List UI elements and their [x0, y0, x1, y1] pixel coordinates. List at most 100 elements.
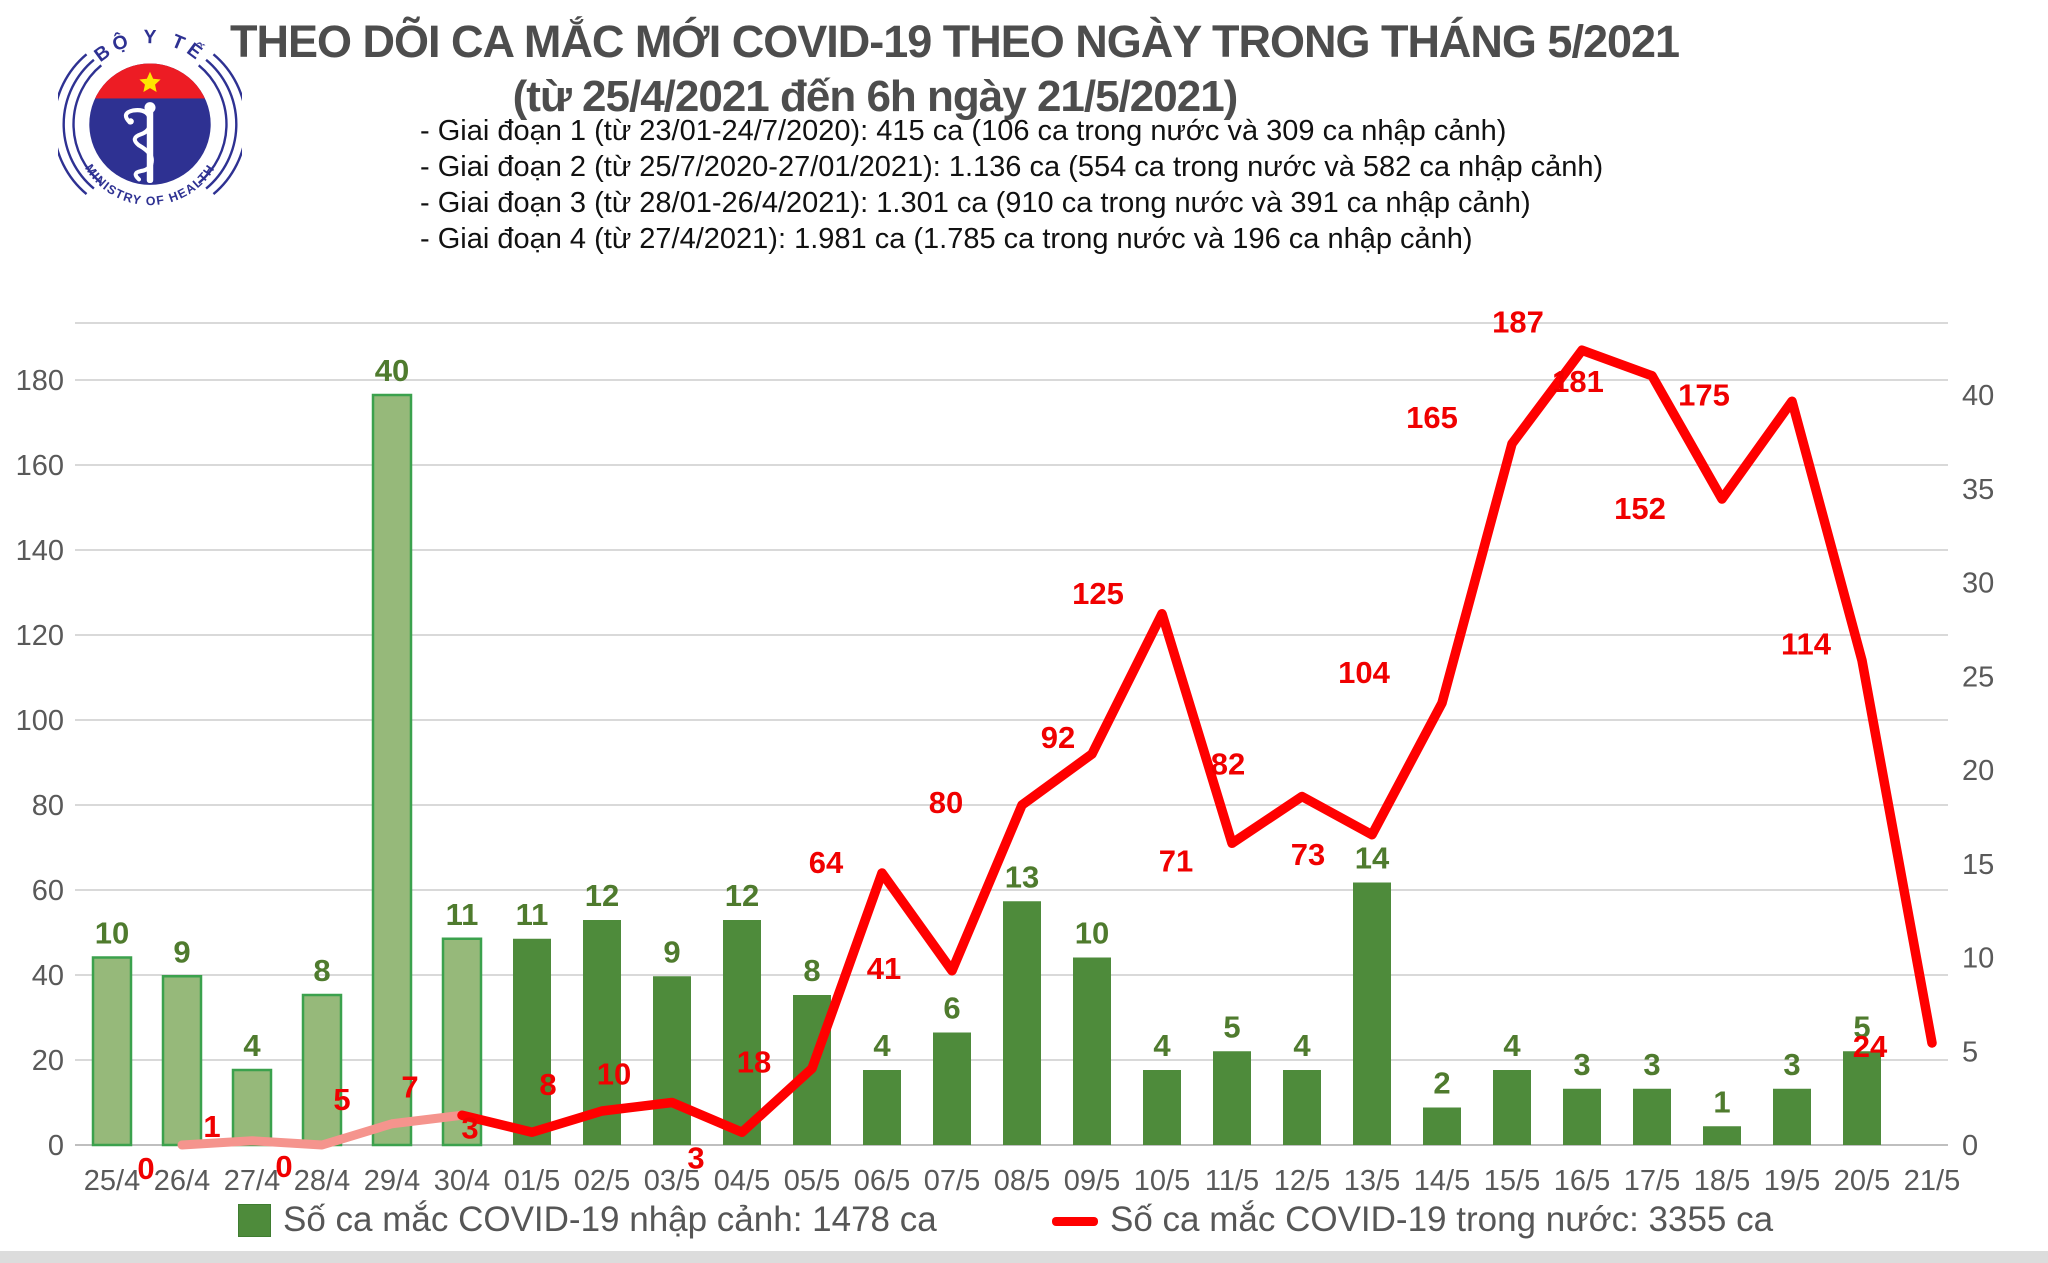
line-value-label: 1 [203, 1109, 220, 1144]
left-axis-tick-label: 20 [32, 1045, 64, 1077]
bar [231, 1068, 273, 1147]
bar-value-label: 10 [95, 916, 129, 951]
phase-note-2: - Giai đoạn 2 (từ 25/7/2020-27/01/2021):… [420, 151, 1604, 183]
x-axis-label: 28/4 [294, 1165, 350, 1197]
line-value-label: 82 [1211, 747, 1245, 782]
x-axis-label: 08/5 [994, 1165, 1050, 1197]
x-axis-label: 26/4 [154, 1165, 210, 1197]
x-axis-label: 16/5 [1554, 1165, 1610, 1197]
bar [1423, 1107, 1461, 1145]
line-value-label: 92 [1041, 720, 1075, 755]
phase-note-3: - Giai đoạn 3 (từ 28/01-26/4/2021): 1.30… [420, 187, 1531, 219]
domestic-line-early-segment [177, 1110, 467, 1150]
line-value-label: 3 [461, 1110, 478, 1145]
line-value-label: 18 [737, 1045, 771, 1080]
line-value-label: 181 [1552, 364, 1604, 399]
x-axis-label: 05/5 [784, 1165, 840, 1197]
bottom-strip [0, 1251, 2048, 1263]
x-axis-label: 02/5 [574, 1165, 630, 1197]
bar-value-label: 4 [1293, 1028, 1311, 1063]
line-value-label: 3 [687, 1140, 704, 1175]
bar-value-label: 4 [873, 1028, 891, 1063]
right-axis-tick-label: 20 [1962, 755, 1994, 787]
bar [1703, 1126, 1741, 1145]
bar [1073, 957, 1111, 1145]
line-value-label: 187 [1492, 304, 1544, 339]
left-axis-tick-label: 160 [16, 450, 64, 482]
left-axis-tick-label: 0 [48, 1130, 64, 1162]
legend-bar-swatch [238, 1203, 271, 1237]
right-axis-tick-label: 25 [1962, 661, 1994, 693]
line-value-label: 5 [333, 1082, 350, 1117]
x-axis-label: 20/5 [1834, 1165, 1890, 1197]
line-value-label: 125 [1072, 576, 1124, 611]
legend-line-swatch [1052, 1216, 1098, 1226]
left-axis-tick-label: 120 [16, 620, 64, 652]
bar [161, 975, 203, 1147]
bar-value-label: 12 [725, 878, 759, 913]
bar [653, 976, 691, 1145]
bar [1493, 1070, 1531, 1145]
line-value-label: 80 [929, 785, 963, 820]
moh-logo-icon: BỘ Y TẾ MINISTRY OF HEALTH [52, 27, 248, 208]
bar [301, 993, 343, 1147]
line-value-label: 152 [1614, 491, 1666, 526]
x-axis-label: 15/5 [1484, 1165, 1540, 1197]
bar-value-label: 10 [1075, 916, 1109, 951]
bar-value-label: 3 [1573, 1047, 1590, 1082]
line-value-label: 0 [275, 1149, 292, 1184]
bar-value-label: 6 [943, 991, 960, 1026]
bar-value-label: 4 [1153, 1028, 1171, 1063]
bar [1563, 1088, 1601, 1145]
line-value-label: 8 [539, 1067, 556, 1102]
bar [1353, 882, 1391, 1145]
left-axis-tick-label: 40 [32, 960, 64, 992]
chart-legend: Số ca mắc COVID-19 nhập cảnh: 1478 ca Số… [0, 1196, 2048, 1248]
right-axis-tick-label: 5 [1962, 1036, 1978, 1068]
right-axis-tick-label: 40 [1962, 380, 1994, 412]
line-value-label: 104 [1338, 655, 1390, 690]
line-value-label: 114 [1781, 627, 1832, 662]
bar [1143, 1070, 1181, 1145]
x-axis-label: 07/5 [924, 1165, 980, 1197]
legend-item-imported: Số ca mắc COVID-19 nhập cảnh: 1478 ca [238, 1200, 937, 1240]
right-axis-tick-label: 0 [1962, 1130, 1978, 1162]
logo-asclepius-icon [123, 102, 156, 184]
phase-note-1: - Giai đoạn 1 (từ 23/01-24/7/2020): 415 … [420, 115, 1507, 147]
x-axis-label: 17/5 [1624, 1165, 1680, 1197]
bar-value-label: 5 [1223, 1009, 1240, 1044]
bar [91, 956, 133, 1147]
left-axis-tick-label: 80 [32, 790, 64, 822]
bar [723, 920, 761, 1145]
x-axis-label: 25/4 [84, 1165, 140, 1197]
right-axis-tick-label: 15 [1962, 849, 1994, 881]
bar-value-label: 3 [1783, 1047, 1800, 1082]
bar [1773, 1088, 1811, 1145]
bar [1213, 1051, 1251, 1145]
x-axis-label: 04/5 [714, 1165, 770, 1197]
bar-value-label: 1 [1713, 1084, 1730, 1119]
x-axis-label: 27/4 [224, 1165, 280, 1197]
bar-value-label: 40 [375, 353, 409, 388]
line-value-label: 41 [867, 951, 901, 986]
bar-value-label: 9 [173, 934, 190, 969]
x-axis-label: 09/5 [1064, 1165, 1120, 1197]
bar [933, 1032, 971, 1145]
bar-value-label: 8 [313, 953, 330, 988]
x-axis-label: 11/5 [1205, 1165, 1259, 1197]
line-value-label: 73 [1291, 837, 1325, 872]
bar-value-label: 4 [243, 1028, 261, 1063]
left-axis-tick-label: 180 [16, 365, 64, 397]
bar-value-label: 9 [663, 934, 680, 969]
legend-imported-label: Số ca mắc COVID-19 nhập cảnh: 1478 ca [283, 1200, 937, 1239]
ministry-of-health-logo: BỘ Y TẾ MINISTRY OF HEALTH [52, 12, 248, 223]
x-axis-label: 30/4 [434, 1165, 490, 1197]
legend-domestic-label: Số ca mắc COVID-19 trong nước: 3355 ca [1110, 1200, 1774, 1239]
bar-value-label: 3 [1643, 1047, 1660, 1082]
bar-value-label: 11 [446, 897, 479, 932]
x-axis-label: 01/5 [504, 1165, 560, 1197]
x-axis-label: 19/5 [1764, 1165, 1820, 1197]
bar-value-label: 13 [1005, 859, 1039, 894]
line-value-label: 0 [137, 1151, 154, 1186]
